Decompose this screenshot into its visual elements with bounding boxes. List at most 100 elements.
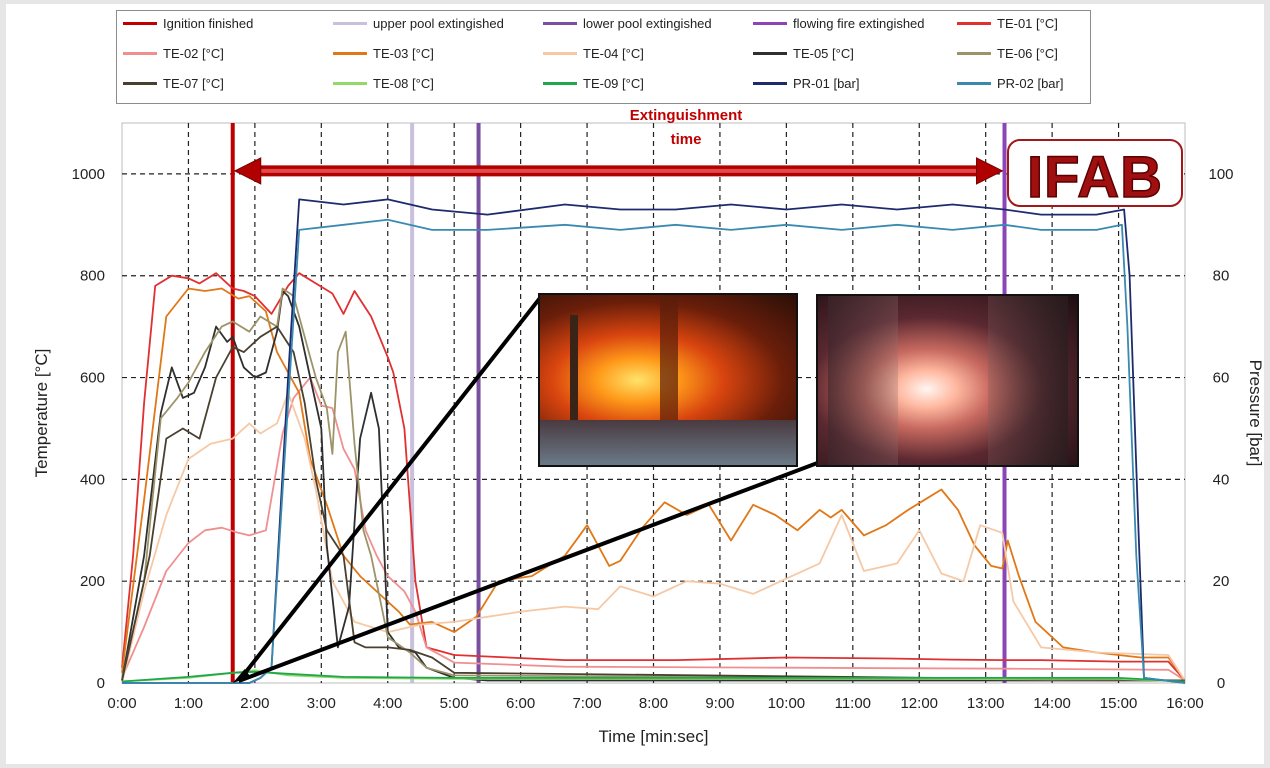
legend-swatch <box>753 82 787 85</box>
x-tick-label: 5:00 <box>440 695 469 712</box>
legend-swatch <box>543 82 577 85</box>
legend-label: TE-05 [°C] <box>793 46 854 61</box>
x-axis-label: Time [min:sec] <box>599 727 709 746</box>
legend-item: TE-06 [°C] <box>957 46 1058 61</box>
x-tick-label: 9:00 <box>705 695 734 712</box>
legend-swatch <box>123 22 157 25</box>
legend-swatch <box>333 22 367 25</box>
y2-tick-label: 20 <box>1213 573 1230 590</box>
y2-tick-label: 100 <box>1208 166 1233 183</box>
legend-label: TE-06 [°C] <box>997 46 1058 61</box>
y2-tick-label: 60 <box>1213 370 1230 387</box>
extinguishment-arrow-head-left <box>233 157 262 185</box>
legend-item: TE-05 [°C] <box>753 46 854 61</box>
ifab-logo-box <box>1007 139 1183 207</box>
legend-label: TE-09 [°C] <box>583 76 644 91</box>
y-tick-label: 800 <box>80 268 105 285</box>
photo-1-frame <box>570 315 578 445</box>
legend-label: PR-01 [bar] <box>793 76 860 91</box>
series-line <box>121 272 1186 682</box>
series-line <box>121 376 1186 682</box>
y-axis-label: Temperature [°C] <box>32 349 51 478</box>
legend-swatch <box>543 22 577 25</box>
legend-label: TE-08 [°C] <box>373 76 434 91</box>
x-tick-label: 0:00 <box>107 695 136 712</box>
legend-item: Ignition finished <box>123 16 253 31</box>
x-tick-label: 2:00 <box>240 695 269 712</box>
x-tick-label: 10:00 <box>768 695 806 712</box>
x-tick-label: 7:00 <box>572 695 601 712</box>
legend-swatch <box>753 22 787 25</box>
x-tick-label: 13:00 <box>967 695 1005 712</box>
pointer-line-photo-1 <box>237 296 542 683</box>
x-tick-label: 8:00 <box>639 695 668 712</box>
legend-label: TE-02 [°C] <box>163 46 224 61</box>
y2-axis-label: Pressure [bar] <box>1246 360 1265 467</box>
series-line <box>122 198 1186 684</box>
y-tick-label: 400 <box>80 471 105 488</box>
legend-swatch <box>957 22 991 25</box>
legend-item: upper pool extingished <box>333 16 504 31</box>
extinguishment-annotation: time <box>671 131 702 148</box>
y-tick-label: 600 <box>80 370 105 387</box>
legend-item: flowing fire extingished <box>753 16 925 31</box>
series-line <box>121 287 1186 682</box>
x-tick-label: 3:00 <box>307 695 336 712</box>
series-line <box>121 391 1186 684</box>
legend-label: TE-03 [°C] <box>373 46 434 61</box>
x-tick-label: 15:00 <box>1100 695 1138 712</box>
legend-swatch <box>123 52 157 55</box>
photo-1-floor <box>540 420 796 465</box>
x-tick-label: 1:00 <box>174 695 203 712</box>
legend-item: TE-03 [°C] <box>333 46 434 61</box>
fire-photo-2 <box>816 294 1079 467</box>
legend-item: TE-08 [°C] <box>333 76 434 91</box>
legend-swatch <box>543 52 577 55</box>
legend-label: Ignition finished <box>163 16 254 31</box>
legend-item: lower pool extingished <box>543 16 712 31</box>
series-line <box>122 218 1186 684</box>
legend-swatch <box>123 82 157 85</box>
extinguishment-annotation: Extinguishment <box>630 107 743 124</box>
legend-label: upper pool extingished <box>373 16 504 31</box>
y2-tick-label: 80 <box>1213 268 1230 285</box>
x-tick-label: 11:00 <box>835 695 871 712</box>
x-tick-label: 16:00 <box>1166 695 1204 712</box>
photo-2-wall-right <box>988 296 1068 465</box>
legend-label: lower pool extingished <box>583 16 712 31</box>
x-tick-label: 6:00 <box>506 695 535 712</box>
x-tick-label: 14:00 <box>1033 695 1071 712</box>
legend-item: PR-01 [bar] <box>753 76 859 91</box>
legend-item: TE-07 [°C] <box>123 76 224 91</box>
legend-swatch <box>957 52 991 55</box>
pointer-line-photo-2 <box>238 460 821 683</box>
legend-swatch <box>333 82 367 85</box>
photo-2-wall-left <box>828 296 898 465</box>
y-tick-label: 200 <box>80 573 105 590</box>
y2-tick-label: 0 <box>1217 675 1225 692</box>
legend-item: TE-04 [°C] <box>543 46 644 61</box>
legend-label: TE-07 [°C] <box>163 76 224 91</box>
legend-item: PR-02 [bar] <box>957 76 1063 91</box>
y2-tick-label: 40 <box>1213 471 1230 488</box>
legend: Ignition finished upper pool extingished l… <box>116 10 1091 104</box>
extinguishment-arrow-head-right <box>976 157 1004 185</box>
legend-swatch <box>957 82 991 85</box>
y-tick-label: 1000 <box>72 166 105 183</box>
pointer-arrowhead <box>232 669 251 683</box>
legend-item: TE-02 [°C] <box>123 46 224 61</box>
series-line <box>121 325 1186 682</box>
legend-swatch <box>333 52 367 55</box>
legend-label: PR-02 [bar] <box>997 76 1064 91</box>
x-tick-label: 12:00 <box>900 695 938 712</box>
x-tick-label: 4:00 <box>373 695 402 712</box>
legend-label: TE-04 [°C] <box>583 46 644 61</box>
legend-item: TE-01 [°C] <box>957 16 1058 31</box>
series-line <box>121 670 1186 683</box>
legend-swatch <box>753 52 787 55</box>
legend-item: TE-09 [°C] <box>543 76 644 91</box>
legend-label: TE-01 [°C] <box>997 16 1058 31</box>
legend-label: flowing fire extingished <box>793 16 925 31</box>
y-tick-label: 0 <box>97 675 105 692</box>
fire-photo-1 <box>538 293 798 467</box>
